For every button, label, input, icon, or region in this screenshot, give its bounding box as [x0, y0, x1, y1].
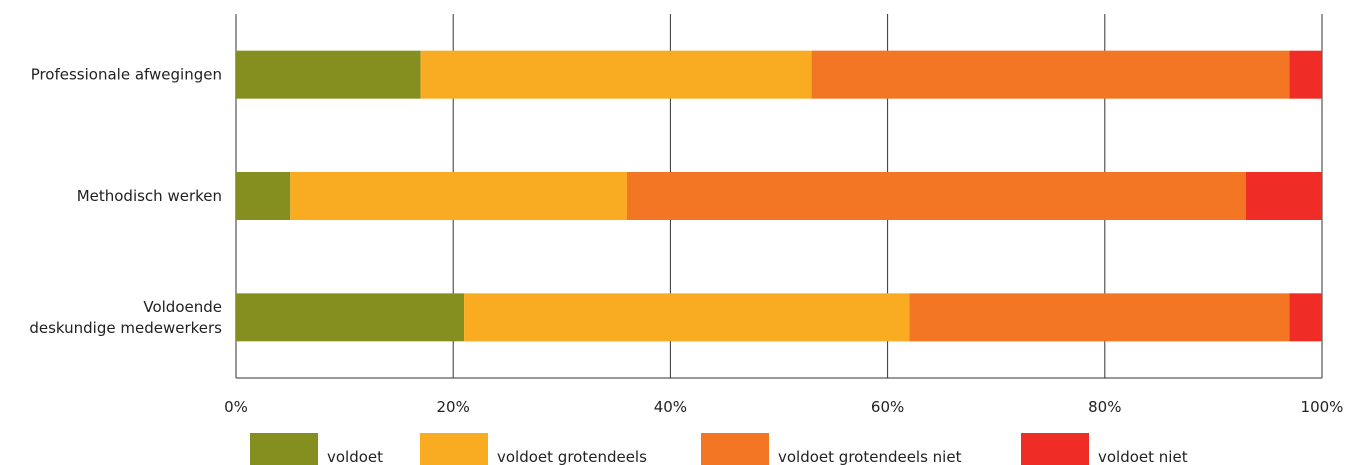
bar-segment	[626, 172, 1246, 220]
legend-label: voldoet grotendeels	[497, 448, 647, 465]
x-tick-label: 60%	[871, 398, 904, 416]
legend-swatch	[1021, 433, 1089, 465]
legend-swatch	[701, 433, 769, 465]
bar-segment	[811, 50, 1290, 99]
category-label: deskundige medewerkers	[29, 319, 222, 337]
legend-label: voldoet niet	[1098, 448, 1188, 465]
bar-segment	[1289, 50, 1322, 99]
legend-label: voldoet grotendeels niet	[778, 448, 962, 465]
bar-segment	[1245, 172, 1322, 220]
x-tick-label: 20%	[437, 398, 470, 416]
x-tick-label: 80%	[1088, 398, 1121, 416]
legend-swatch	[420, 433, 488, 465]
legend-swatch	[250, 433, 318, 465]
x-tick-labels: 0% 20% 40% 60% 80% 100%	[224, 398, 1343, 416]
bar-segment	[909, 293, 1290, 342]
x-tick-label: 40%	[654, 398, 687, 416]
bar-segment	[290, 172, 627, 220]
bar-segment	[236, 293, 465, 342]
category-labels: Professionale afwegingen Methodisch werke…	[29, 66, 222, 337]
x-tick-label: 0%	[224, 398, 248, 416]
x-tick-label: 100%	[1301, 398, 1344, 416]
legend: voldoet voldoet grotendeels voldoet groten…	[250, 433, 1188, 465]
category-label: Methodisch werken	[77, 187, 222, 205]
bar-segment	[1289, 293, 1322, 342]
bar-segment	[236, 172, 291, 220]
bar-segment	[464, 293, 910, 342]
bar-segment	[420, 50, 812, 99]
bar-segment	[236, 50, 421, 99]
category-label: Voldoende	[143, 298, 222, 316]
bar-group	[236, 50, 1322, 342]
legend-label: voldoet	[327, 448, 383, 465]
category-label: Professionale afwegingen	[31, 66, 222, 84]
